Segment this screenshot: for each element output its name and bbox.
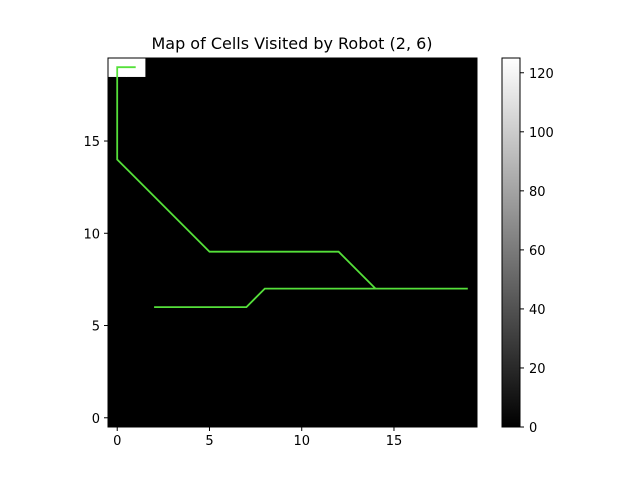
x-tick-label: 0 bbox=[113, 434, 121, 449]
plot-frame bbox=[107, 57, 478, 428]
colorbar-tick-label: 20 bbox=[529, 362, 546, 377]
colorbar-tick-label: 60 bbox=[529, 244, 546, 259]
y-tick-label: 10 bbox=[83, 227, 100, 242]
x-tick-label: 5 bbox=[205, 434, 213, 449]
colorbar-tick-label: 100 bbox=[529, 126, 554, 141]
y-tick-label: 5 bbox=[92, 320, 100, 335]
colorbar-tick-label: 80 bbox=[529, 185, 546, 200]
chart-title: Map of Cells Visited by Robot (2, 6) bbox=[151, 34, 432, 53]
robot-path-line bbox=[116, 66, 468, 308]
visited-cell bbox=[126, 58, 146, 77]
heatmap-background bbox=[108, 58, 477, 427]
colorbar: 0 20 40 60 80 100 120 bbox=[501, 57, 554, 436]
colorbar-tick-label: 40 bbox=[529, 303, 546, 318]
colorbar-gradient bbox=[502, 58, 520, 427]
x-tick-label: 10 bbox=[293, 434, 310, 449]
x-tick-label: 15 bbox=[386, 434, 403, 449]
y-tick-label: 15 bbox=[83, 135, 100, 150]
colorbar-tick-label: 0 bbox=[529, 421, 537, 436]
colorbar-frame bbox=[501, 57, 521, 428]
plot-area: 0 5 10 15 0 5 10 15 bbox=[83, 57, 478, 449]
y-tick-label: 0 bbox=[92, 412, 100, 427]
colorbar-tick-label: 120 bbox=[529, 67, 554, 82]
